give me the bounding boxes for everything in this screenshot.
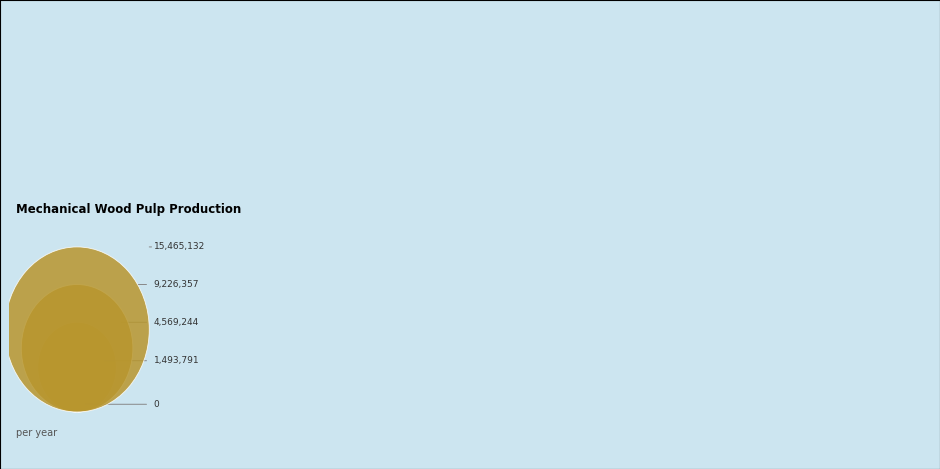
Text: 15,465,132: 15,465,132 [154, 242, 205, 251]
Text: 4,569,244: 4,569,244 [154, 318, 199, 327]
Text: Mechanical Wood Pulp Production: Mechanical Wood Pulp Production [16, 203, 242, 216]
Circle shape [55, 361, 100, 412]
Text: 9,226,357: 9,226,357 [154, 280, 199, 289]
Text: 0: 0 [154, 400, 160, 409]
Text: 1,493,791: 1,493,791 [154, 356, 199, 365]
Circle shape [38, 322, 117, 412]
Circle shape [5, 247, 149, 412]
Circle shape [22, 285, 133, 412]
Text: per year: per year [16, 428, 57, 438]
